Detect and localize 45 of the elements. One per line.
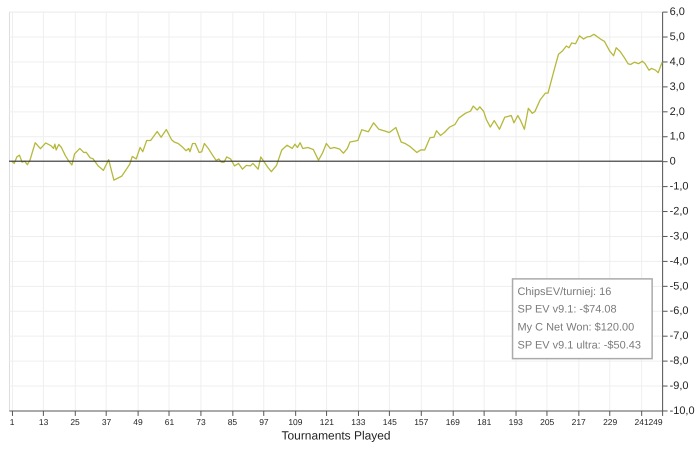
x-tick-label: 249 xyxy=(648,416,663,427)
y-tick-label: 6,0 xyxy=(670,6,685,18)
x-tick-label: 169 xyxy=(446,416,460,427)
x-tick-label: 85 xyxy=(228,416,238,427)
y-tick-label: -1,0 xyxy=(670,180,688,193)
y-tick-label: -7,0 xyxy=(670,330,688,342)
annotation: My C Net Won: $120.00 xyxy=(518,322,634,334)
y-tick-label: 5,0 xyxy=(670,31,685,44)
y-tick-label: -3,0 xyxy=(670,230,688,242)
x-tick-label: 133 xyxy=(351,416,366,427)
x-tick-label: 241 xyxy=(634,416,649,427)
annotation: SP EV v9.1: -$74.08 xyxy=(518,304,617,316)
y-tick-label: -5,0 xyxy=(670,280,688,292)
x-tick-label: 145 xyxy=(382,416,398,427)
annotation: SP EV v9.1 ultra: -$50.43 xyxy=(518,340,641,352)
y-tick-label: -2,0 xyxy=(670,206,688,218)
x-tick-label: 25 xyxy=(70,416,80,427)
y-tick-label: 3,0 xyxy=(670,80,685,93)
y-tick-label: -8,0 xyxy=(670,355,688,368)
x-tick-label: 157 xyxy=(414,416,429,427)
x-tick-label: 193 xyxy=(508,416,524,427)
x-tick-label: 181 xyxy=(477,416,492,427)
x-tick-label: 109 xyxy=(288,416,303,427)
x-tick-label: 73 xyxy=(196,416,206,427)
x-tick-label: 97 xyxy=(259,416,269,427)
x-tick-label: 1 xyxy=(10,416,15,427)
x-tick-label: 13 xyxy=(38,416,49,427)
y-tick-label: -9,0 xyxy=(670,380,688,392)
y-tick-label: 4,0 xyxy=(670,56,685,68)
x-tick-label: 205 xyxy=(540,416,555,427)
x-tick-label: 217 xyxy=(572,416,586,427)
y-tick-label: -10,0 xyxy=(670,404,695,417)
x-tick-label: 37 xyxy=(102,416,112,427)
y-tick-label: 1,0 xyxy=(670,130,685,143)
y-tick-label: -6,0 xyxy=(670,305,688,318)
line-series xyxy=(10,34,663,181)
x-tick-label: 229 xyxy=(603,416,618,427)
x-tick-label: 121 xyxy=(320,416,334,427)
x-axis-title: Tournaments Played xyxy=(282,428,391,442)
y-tick-label: -4,0 xyxy=(670,255,688,268)
y-tick-label: 2,0 xyxy=(670,106,685,118)
annotation: ChipsEV/turniej: 16 xyxy=(518,286,612,298)
y-tick-label: 0 xyxy=(670,156,676,168)
x-tick-label: 49 xyxy=(133,416,143,427)
x-tick-label: 61 xyxy=(164,416,174,427)
